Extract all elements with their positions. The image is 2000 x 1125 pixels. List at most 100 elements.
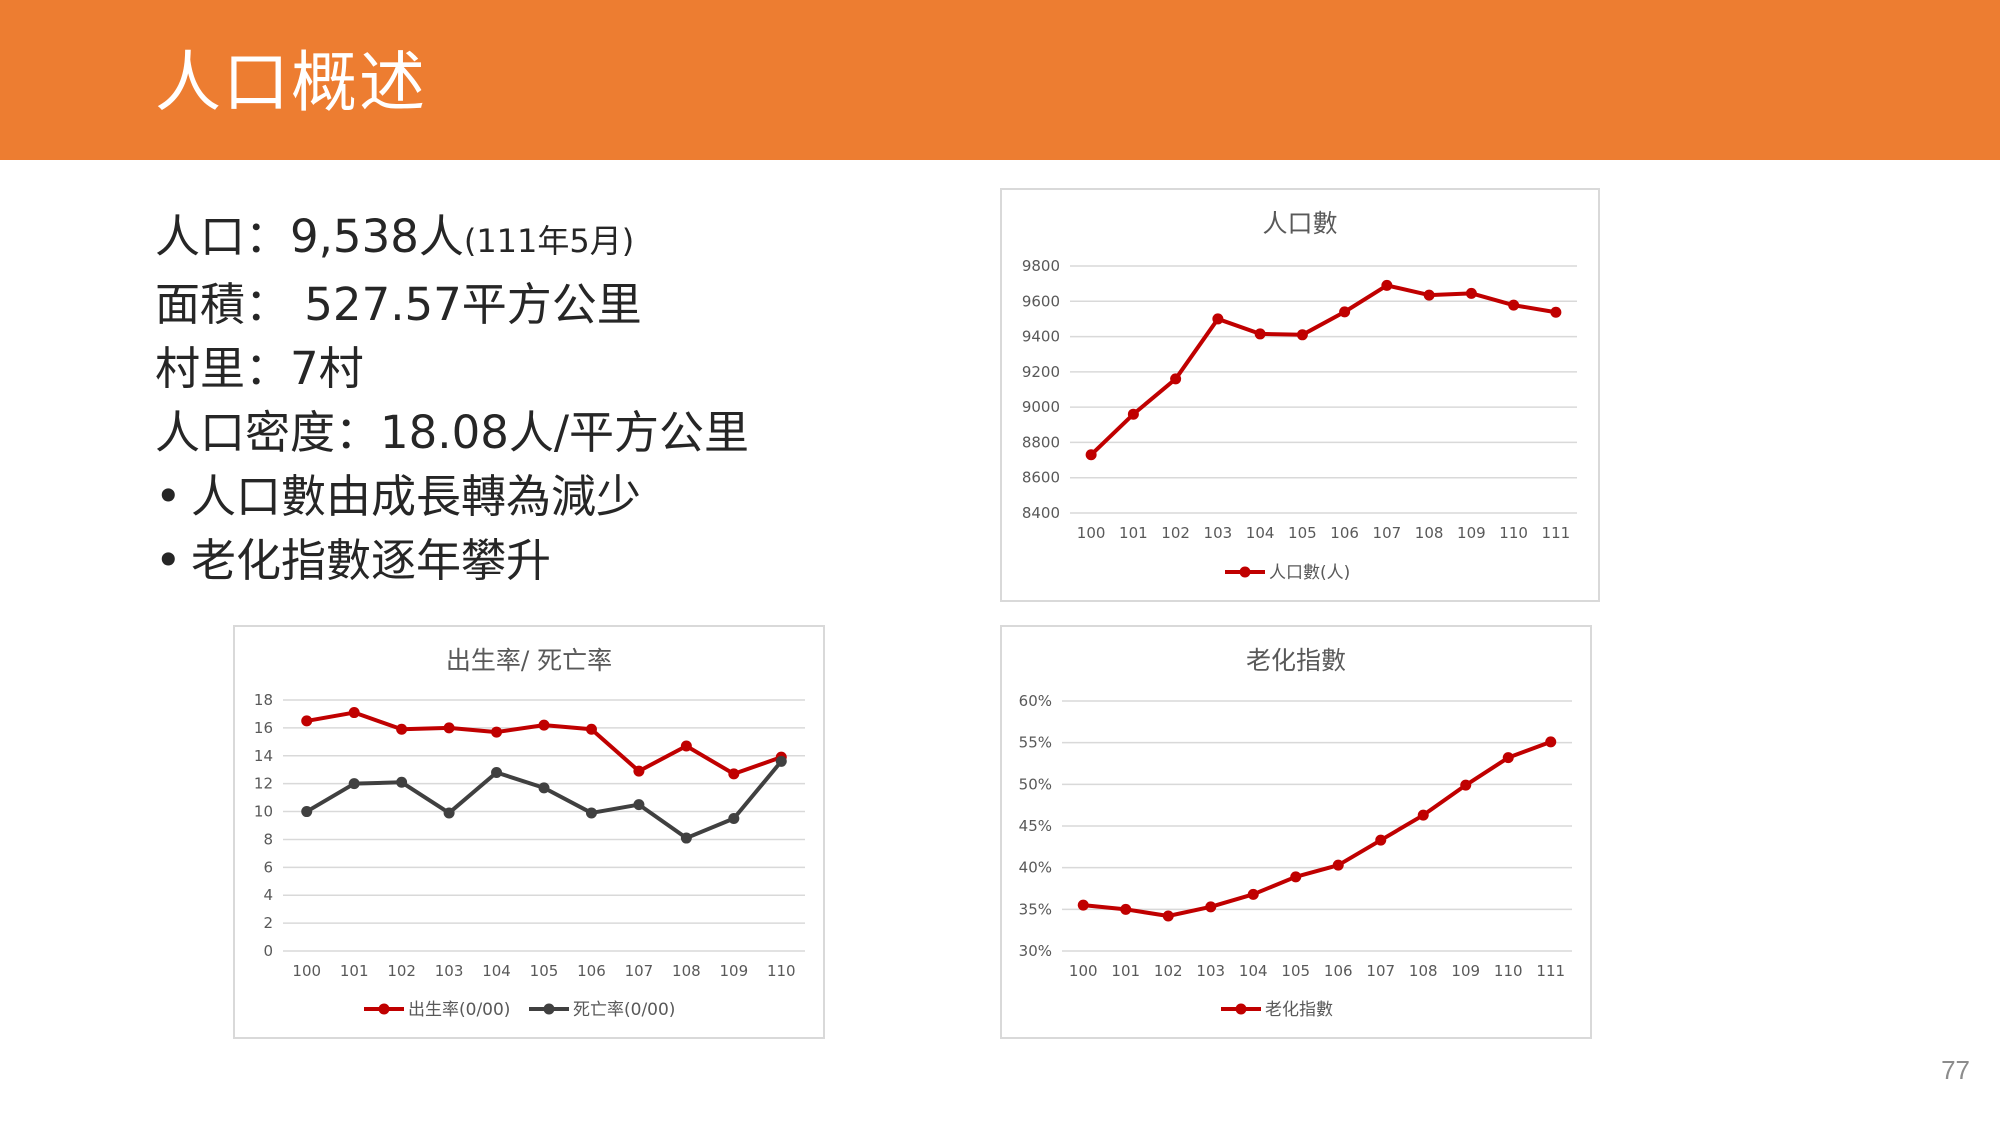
x-tick-label: 111 (1542, 524, 1571, 542)
x-tick-label: 102 (387, 962, 416, 980)
y-tick-label: 14 (254, 747, 273, 765)
population-line: 人口：9,538人(111年5月) (155, 205, 749, 273)
x-tick-label: 105 (530, 962, 559, 980)
data-point (1550, 306, 1562, 318)
bullet-text: 老化指數逐年攀升 (191, 534, 552, 587)
y-tick-label: 18 (254, 691, 273, 709)
y-tick-label: 2 (263, 914, 273, 932)
y-tick-label: 4 (263, 886, 273, 904)
data-point (585, 723, 597, 735)
chart-title: 人口數 (1262, 209, 1337, 238)
x-tick-label: 102 (1154, 962, 1183, 980)
bullet-item: • 人口數由成長轉為減少 (155, 465, 749, 529)
x-tick-label: 108 (1409, 962, 1438, 980)
x-tick-label: 106 (1330, 524, 1359, 542)
page-title: 人口概述 (155, 44, 427, 121)
data-point (1460, 779, 1472, 791)
chart-svg: 老化指數 30% 35% 40% 45% 50% 55% 60% 100 101 102 103 104… (1019, 646, 1572, 1020)
series-line (1083, 739, 1552, 918)
data-point (585, 807, 597, 819)
legend-swatch-marker (543, 1003, 555, 1015)
legend-swatch-marker (1239, 566, 1251, 578)
x-tick-label: 110 (1499, 524, 1528, 542)
x-tick-label: 106 (577, 962, 606, 980)
y-tick-label: 8 (263, 830, 273, 848)
population-date-note: (111年5月) (463, 222, 635, 260)
data-point (1375, 834, 1387, 846)
x-tick-label: 104 (1246, 524, 1275, 542)
data-point (1120, 903, 1132, 915)
bullet-text: 人口數由成長轉為減少 (191, 470, 642, 523)
y-tick-label: 40% (1019, 859, 1052, 877)
data-point (1085, 449, 1097, 461)
data-point (396, 723, 408, 735)
data-point (1417, 809, 1429, 821)
data-point (538, 719, 550, 731)
data-point (301, 806, 313, 818)
x-tick-label: 104 (1239, 962, 1268, 980)
bullet-dot-icon: • (155, 534, 182, 587)
y-tick-label: 8600 (1022, 469, 1060, 487)
data-point (680, 832, 692, 844)
data-point (1212, 313, 1224, 325)
x-tick-label: 102 (1161, 524, 1190, 542)
data-point (1127, 408, 1139, 420)
data-point (538, 782, 550, 794)
aging-index-chart: 老化指數 30% 35% 40% 45% 50% 55% 60% 100 101 102 103 104… (1000, 625, 1592, 1039)
x-tick-label: 109 (719, 962, 748, 980)
y-tick-label: 30% (1019, 942, 1052, 960)
data-point (1296, 329, 1308, 341)
bullet-dot-icon: • (155, 470, 182, 523)
legend-label: 人口數(人) (1269, 563, 1350, 583)
y-tick-label: 9000 (1022, 398, 1060, 416)
data-point (348, 707, 360, 719)
y-tick-label: 12 (254, 775, 273, 793)
x-tick-label: 100 (292, 962, 321, 980)
chart-svg: 出生率/ 死亡率 0 2 4 6 8 10 12 14 16 18 100 101 102 103 104 10… (254, 646, 805, 1020)
bullet-item: • 老化指數逐年攀升 (155, 529, 749, 593)
data-point (1381, 279, 1393, 291)
legend-label: 老化指數 (1265, 1000, 1333, 1020)
data-point (396, 776, 408, 788)
data-point (728, 768, 740, 780)
data-point (633, 799, 645, 811)
data-point (348, 778, 360, 790)
x-tick-label: 108 (672, 962, 701, 980)
x-tick-label: 110 (767, 962, 796, 980)
x-tick-label: 103 (435, 962, 464, 980)
data-point (775, 755, 787, 767)
y-tick-label: 55% (1019, 734, 1052, 752)
data-point (633, 765, 645, 777)
page-number: 77 (1941, 1055, 1970, 1085)
legend-label: 出生率(0/00) (408, 1000, 510, 1020)
data-point (443, 807, 455, 819)
y-tick-label: 35% (1019, 900, 1052, 918)
y-tick-label: 16 (254, 719, 273, 737)
data-point (1502, 752, 1514, 764)
chart-title: 出生率/ 死亡率 (446, 646, 612, 675)
x-tick-label: 103 (1196, 962, 1225, 980)
data-point (1247, 888, 1259, 900)
x-tick-label: 103 (1204, 524, 1233, 542)
data-point (1545, 736, 1557, 748)
population-text: 人口：9,538人 (155, 210, 464, 263)
x-tick-label: 105 (1281, 962, 1310, 980)
data-point (680, 740, 692, 752)
x-tick-label: 100 (1069, 962, 1098, 980)
x-tick-label: 107 (1373, 524, 1402, 542)
y-tick-label: 8800 (1022, 433, 1060, 451)
y-tick-label: 9800 (1022, 257, 1060, 275)
data-point (1423, 289, 1435, 301)
x-tick-label: 104 (482, 962, 511, 980)
data-point (491, 726, 503, 738)
data-point (1339, 306, 1351, 318)
chart-svg: 人口數 8400 8600 8800 9000 9200 9400 9600 9800 100 10… (1022, 209, 1577, 583)
y-tick-label: 6 (263, 858, 273, 876)
legend-swatch-marker (1235, 1003, 1247, 1015)
y-tick-label: 9600 (1022, 292, 1060, 310)
y-tick-label: 9400 (1022, 328, 1060, 346)
data-point (1205, 901, 1217, 913)
x-tick-label: 101 (1119, 524, 1148, 542)
data-point (728, 813, 740, 825)
x-tick-label: 110 (1494, 962, 1523, 980)
